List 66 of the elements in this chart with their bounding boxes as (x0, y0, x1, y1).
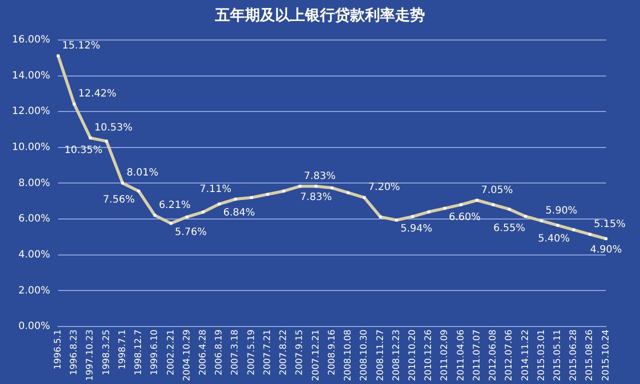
x-tick-label: 1998.12.7 (134, 329, 144, 376)
x-tick-label: 2007.3.18 (230, 329, 241, 376)
data-label: 8.01% (126, 168, 158, 179)
x-tick-label: 1996.8.23 (70, 329, 80, 376)
x-tick-label: 2015.06.28 (569, 329, 580, 381)
data-label: 5.94% (400, 224, 432, 235)
chart-title: 五年期及以上银行贷款利率走势 (214, 5, 426, 26)
x-tick-label: 2014.11.22 (520, 329, 531, 381)
data-label: 7.56% (102, 194, 135, 206)
data-label: 5.76% (174, 226, 207, 238)
x-tick-label: 2008.11.27 (376, 329, 386, 381)
data-label: 6.60% (448, 212, 481, 223)
x-tick-label: 2006.8.19 (214, 329, 225, 376)
data-label: 7.11% (200, 184, 232, 195)
data-label: 10.53% (94, 122, 132, 134)
x-tick-label: 2008.10.30 (360, 329, 370, 381)
x-tick-label: 1998.7.1 (118, 329, 128, 370)
data-label: 5.90% (546, 205, 578, 216)
x-tick-label: 2008.12.23 (392, 329, 402, 381)
x-tick-label: 2010.12.26 (424, 329, 434, 381)
y-tick-label: 2.00% (18, 285, 50, 296)
x-tick-label: 1998.3.25 (102, 329, 112, 376)
y-tick-label: 16.00% (12, 34, 50, 46)
y-tick-label: 10.00% (12, 142, 50, 154)
x-tick-label: 2012.06.08 (488, 329, 499, 381)
x-tick-label: 2002.2.21 (166, 329, 176, 376)
y-tick-label: 14.00% (12, 70, 50, 82)
x-tick-label: 2007.9.15 (295, 329, 306, 376)
x-tick-label: 2007.5.19 (246, 329, 257, 376)
y-tick-label: 4.00% (18, 249, 50, 260)
y-tick-label: 12.00% (12, 106, 50, 118)
x-tick-label: 2007.12.21 (311, 329, 322, 381)
data-label: 6.21% (158, 200, 191, 211)
x-tick-label: 2011.07.07 (472, 329, 482, 381)
x-tick-label: 2015.08.26 (585, 329, 596, 381)
x-tick-label: 2011.04.06 (456, 329, 466, 381)
data-label: 4.90% (590, 244, 622, 256)
x-tick-label: 1999.6.10 (150, 329, 160, 376)
data-label: 5.15% (594, 218, 626, 230)
x-tick-label: 2008.9.16 (327, 329, 338, 376)
data-label: 15.12% (62, 40, 100, 52)
x-tick-label: 2004.10.29 (182, 329, 192, 381)
x-tick-label: 2006.4.28 (198, 329, 208, 376)
data-label: 6.84% (223, 208, 256, 219)
data-label: 7.83% (304, 170, 336, 182)
y-tick-label: 8.00% (18, 178, 50, 189)
x-tick-label: 2008.10.08 (344, 329, 354, 381)
x-tick-label: 2015.10.24 (601, 329, 612, 381)
x-tick-label: 2012.07.06 (504, 329, 515, 381)
y-tick-label: 6.00% (18, 214, 50, 225)
x-tick-label: 2010.10.20 (408, 329, 418, 381)
x-tick-label: 2015.03.01 (536, 329, 547, 381)
x-tick-label: 2011.02.09 (440, 329, 450, 381)
x-tick-label: 2007.8.22 (279, 329, 290, 376)
data-label: 5.40% (538, 233, 570, 244)
x-tick-label: 2007.7.21 (262, 329, 273, 376)
data-label: 7.83% (300, 192, 332, 203)
x-tick-label: 1996.5.1 (53, 329, 64, 370)
data-label: 6.55% (493, 222, 526, 234)
data-label: 12.42% (78, 88, 116, 100)
data-label: 7.05% (481, 184, 513, 196)
data-label: 7.20% (368, 182, 400, 194)
y-tick-label: 0.00% (18, 321, 50, 332)
x-tick-label: 1997.10.23 (86, 329, 96, 381)
x-tick-label: 2015.05.11 (553, 329, 563, 381)
data-label: 10.35% (64, 144, 102, 156)
